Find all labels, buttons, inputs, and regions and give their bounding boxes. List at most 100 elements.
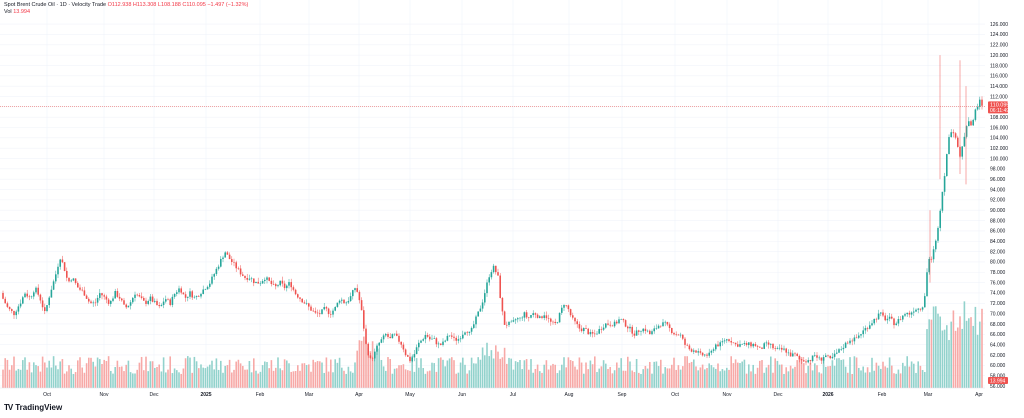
volume-bar (721, 369, 724, 388)
volume-bar (530, 359, 532, 388)
volume-bar (314, 362, 317, 388)
volume-bar (202, 367, 204, 388)
candle-body (671, 327, 673, 334)
volume-bar (961, 328, 963, 388)
candle-body (283, 283, 286, 289)
volume-bar (464, 364, 466, 388)
x-tick-label: Dec (774, 392, 783, 398)
candle-body (926, 272, 928, 297)
volume-bar (77, 360, 79, 388)
volume-bar (866, 367, 869, 388)
candle-body (798, 355, 801, 360)
volume-bar (103, 359, 105, 388)
volume-bar (653, 361, 655, 388)
candle-body (466, 332, 468, 334)
volume-bar (503, 347, 506, 388)
candle-body (330, 314, 332, 315)
volume-bar (116, 360, 119, 388)
candle-body (948, 137, 950, 155)
volume-bar (891, 365, 893, 388)
candle-body (376, 345, 378, 352)
candle-body (19, 303, 22, 307)
volume-bar (554, 364, 556, 388)
candle-body (728, 339, 730, 342)
volume-bar (107, 356, 110, 388)
volume-bar (28, 362, 31, 388)
volume-bar (404, 369, 407, 388)
candle-body (193, 296, 196, 298)
candle-body (198, 296, 200, 297)
volume-bar (811, 370, 814, 388)
candle-body (396, 333, 398, 336)
volume-bar (345, 373, 347, 388)
candle-body (209, 283, 211, 287)
volume-bar (147, 371, 149, 388)
candle-body (794, 353, 796, 355)
volume-bar (642, 369, 644, 388)
candle-body (688, 345, 691, 350)
candle-body (935, 240, 937, 250)
y-tick-label: 76.000 (990, 280, 1006, 286)
y-tick-label: 80.000 (990, 260, 1006, 266)
candle-body (182, 292, 185, 295)
volume-bar (259, 371, 262, 388)
time-axis[interactable]: Oct Nov Dec 2025 Feb Mar Apr May Jun Jul Aug Sep Oct… (0, 387, 985, 398)
volume-bar (466, 373, 468, 388)
volume-bar (928, 319, 930, 388)
volume-bar (275, 367, 277, 388)
volume-bar (913, 363, 915, 388)
volume-bar (640, 373, 642, 388)
volume-bar (138, 362, 141, 388)
candle-body (787, 352, 790, 354)
volume-bar (873, 370, 875, 388)
candle-body (24, 293, 26, 298)
symbol-title[interactable]: Spot Brent Crude Oil · 1D · Velocity Tra… (4, 2, 107, 8)
candle-body (486, 282, 488, 294)
volume-bar (675, 369, 677, 388)
candle-body (134, 294, 136, 298)
volume-bar (41, 356, 44, 388)
volume-bar (583, 373, 585, 388)
tradingview-logo[interactable]: TV TradingView (4, 403, 62, 412)
candle-body (543, 315, 545, 318)
candle-body (660, 325, 662, 327)
candle-body (495, 265, 497, 273)
candle-body (92, 302, 94, 304)
volume-bar (68, 365, 70, 388)
volume-bar (94, 366, 97, 388)
candle-body (662, 322, 664, 327)
volume-bar (728, 369, 730, 388)
candle-body (697, 351, 699, 353)
volume-bar (426, 371, 429, 388)
volume-bar (336, 362, 339, 388)
price-axis[interactable]: 56.000 58.000 60.000 62.000 64.000 66.000 68.0… (990, 22, 1008, 390)
candle-body (510, 321, 512, 323)
volume-bar (807, 365, 809, 388)
x-tick-label: Apr (355, 392, 363, 398)
y-tick-label: 86.000 (990, 229, 1006, 235)
volume-bar (803, 363, 805, 388)
volume-bar (532, 372, 534, 388)
volume-bar (387, 357, 389, 388)
volume-bar (926, 329, 928, 388)
candle-body (719, 342, 721, 347)
candle-body (400, 341, 402, 345)
y-tick-label: 68.000 (990, 322, 1006, 328)
candle-body (750, 342, 752, 347)
volume-bar (248, 360, 251, 388)
volume-bar (154, 367, 156, 388)
volume-bar (774, 358, 776, 388)
volume-bar (525, 359, 528, 388)
candle-body (792, 353, 794, 357)
volume-bar (457, 372, 460, 388)
candle-body (8, 306, 11, 310)
volume-bar (765, 367, 768, 388)
candle-body (807, 360, 809, 363)
volume-bar (176, 370, 178, 388)
volume-bar (369, 351, 372, 388)
candle-body (712, 349, 715, 351)
candle-body (85, 295, 88, 299)
candle-body (941, 191, 944, 211)
candle-body (83, 290, 86, 296)
